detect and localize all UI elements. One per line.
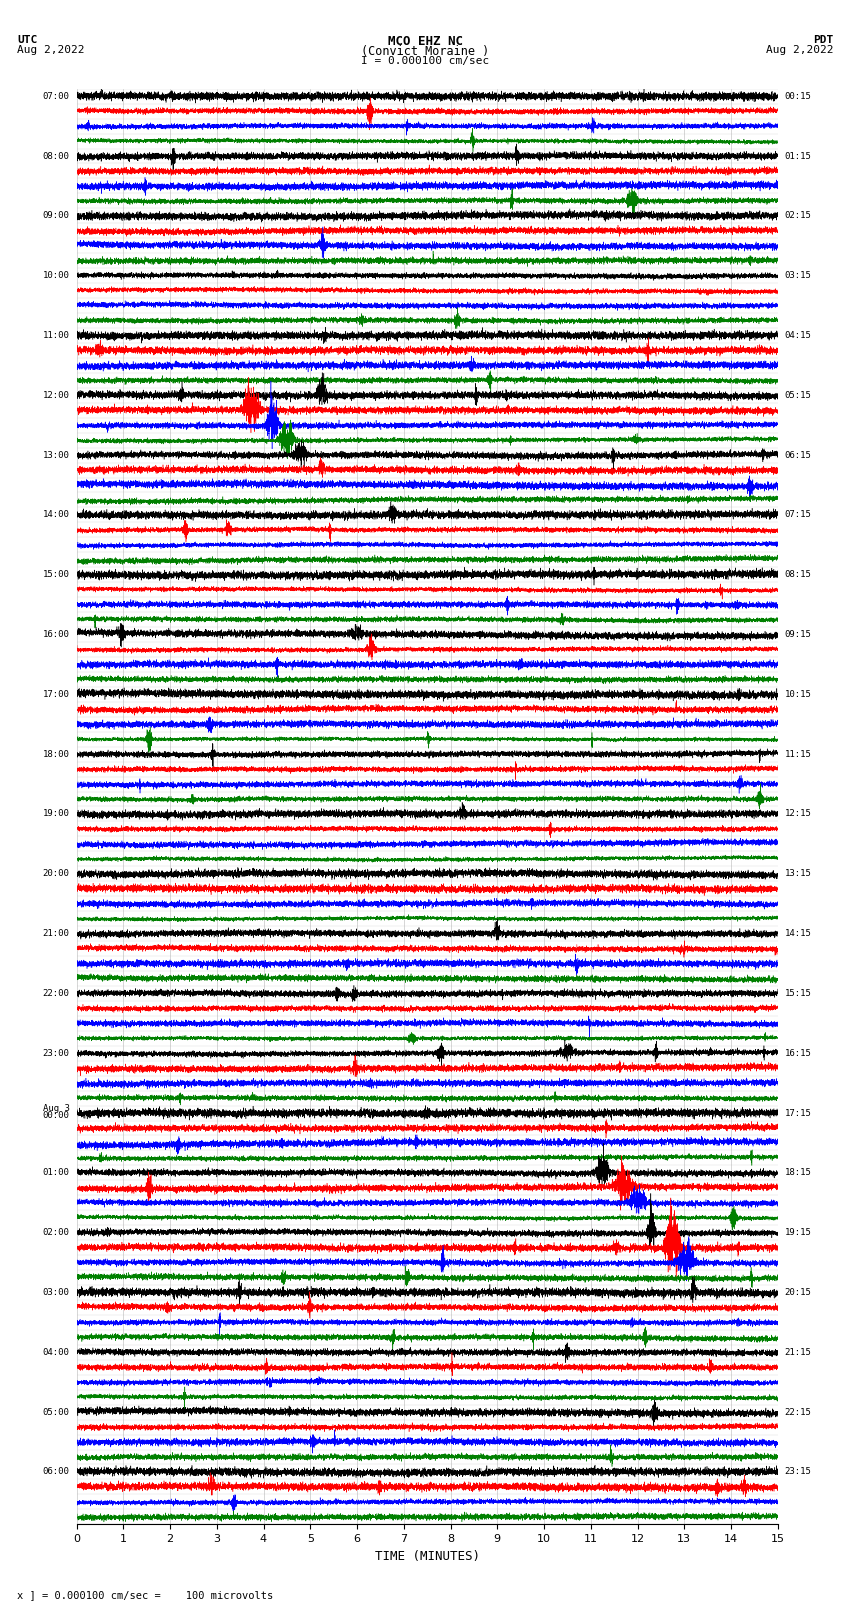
Text: 05:15: 05:15 <box>785 390 812 400</box>
Text: 14:00: 14:00 <box>42 510 70 519</box>
Text: 01:00: 01:00 <box>42 1168 70 1177</box>
Text: 19:15: 19:15 <box>785 1227 812 1237</box>
Text: 18:00: 18:00 <box>42 750 70 758</box>
Text: PDT: PDT <box>813 35 833 45</box>
Text: 01:15: 01:15 <box>785 152 812 161</box>
Text: 03:15: 03:15 <box>785 271 812 281</box>
Text: 21:15: 21:15 <box>785 1348 812 1357</box>
Text: 00:15: 00:15 <box>785 92 812 100</box>
Text: 09:00: 09:00 <box>42 211 70 221</box>
Text: 14:15: 14:15 <box>785 929 812 939</box>
Text: 11:00: 11:00 <box>42 331 70 340</box>
Text: 19:00: 19:00 <box>42 810 70 818</box>
Text: 21:00: 21:00 <box>42 929 70 939</box>
Text: 12:00: 12:00 <box>42 390 70 400</box>
Text: 06:15: 06:15 <box>785 450 812 460</box>
Text: 09:15: 09:15 <box>785 631 812 639</box>
Text: 15:15: 15:15 <box>785 989 812 998</box>
Text: 20:00: 20:00 <box>42 869 70 879</box>
Text: 13:00: 13:00 <box>42 450 70 460</box>
Text: 07:15: 07:15 <box>785 510 812 519</box>
Text: 04:00: 04:00 <box>42 1348 70 1357</box>
Text: 16:00: 16:00 <box>42 631 70 639</box>
Text: 23:00: 23:00 <box>42 1048 70 1058</box>
Text: 17:00: 17:00 <box>42 690 70 698</box>
Text: 10:00: 10:00 <box>42 271 70 281</box>
Text: UTC: UTC <box>17 35 37 45</box>
Text: (Convict Moraine ): (Convict Moraine ) <box>361 45 489 58</box>
Text: 12:15: 12:15 <box>785 810 812 818</box>
Text: 10:15: 10:15 <box>785 690 812 698</box>
Text: 15:00: 15:00 <box>42 571 70 579</box>
Text: 20:15: 20:15 <box>785 1289 812 1297</box>
Text: 13:15: 13:15 <box>785 869 812 879</box>
Text: I = 0.000100 cm/sec: I = 0.000100 cm/sec <box>361 56 489 66</box>
X-axis label: TIME (MINUTES): TIME (MINUTES) <box>375 1550 479 1563</box>
Text: 07:00: 07:00 <box>42 92 70 100</box>
Text: 00:00: 00:00 <box>42 1111 70 1119</box>
Text: 02:00: 02:00 <box>42 1227 70 1237</box>
Text: 11:15: 11:15 <box>785 750 812 758</box>
Text: 08:15: 08:15 <box>785 571 812 579</box>
Text: Aug 2,2022: Aug 2,2022 <box>17 45 84 55</box>
Text: x ] = 0.000100 cm/sec =    100 microvolts: x ] = 0.000100 cm/sec = 100 microvolts <box>17 1590 273 1600</box>
Text: 05:00: 05:00 <box>42 1408 70 1416</box>
Text: 16:15: 16:15 <box>785 1048 812 1058</box>
Text: 06:00: 06:00 <box>42 1468 70 1476</box>
Text: 02:15: 02:15 <box>785 211 812 221</box>
Text: 23:15: 23:15 <box>785 1468 812 1476</box>
Text: 04:15: 04:15 <box>785 331 812 340</box>
Text: Aug 3: Aug 3 <box>42 1103 70 1113</box>
Text: 08:00: 08:00 <box>42 152 70 161</box>
Text: 22:15: 22:15 <box>785 1408 812 1416</box>
Text: 03:00: 03:00 <box>42 1289 70 1297</box>
Text: MCO EHZ NC: MCO EHZ NC <box>388 35 462 48</box>
Text: 17:15: 17:15 <box>785 1108 812 1118</box>
Text: 18:15: 18:15 <box>785 1168 812 1177</box>
Text: 22:00: 22:00 <box>42 989 70 998</box>
Text: Aug 2,2022: Aug 2,2022 <box>766 45 833 55</box>
